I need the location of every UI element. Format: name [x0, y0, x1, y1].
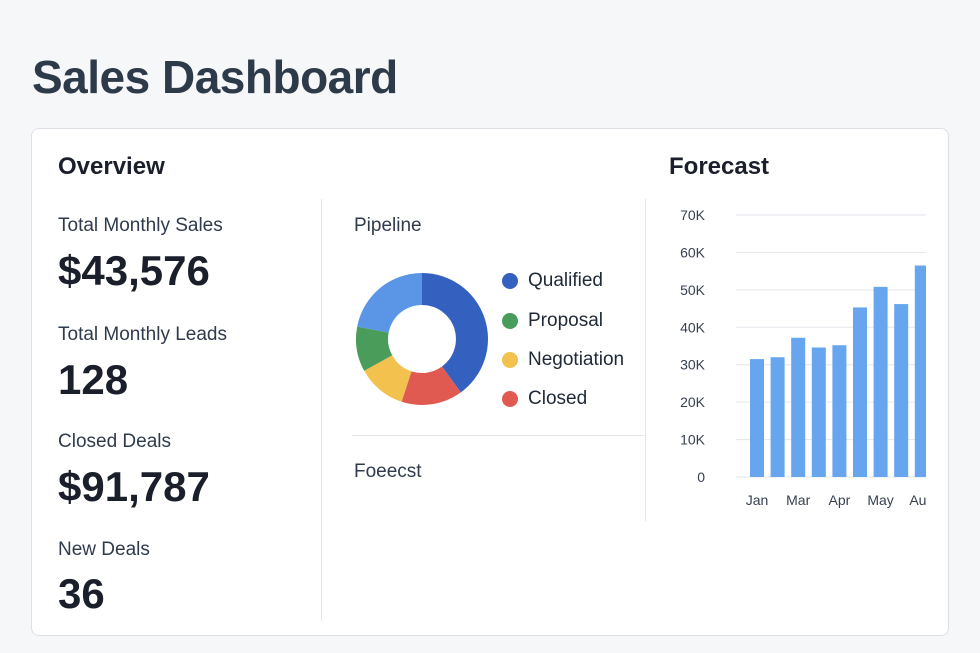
forecast-bar	[750, 359, 764, 477]
metric-label-total-sales: Total Monthly Sales	[58, 215, 223, 236]
metric-label-new-deals: New Deals	[58, 539, 150, 560]
legend-item-proposal: Proposal	[502, 310, 603, 332]
y-tick-label: 10K	[680, 432, 706, 448]
x-tick-label: May	[867, 492, 893, 508]
legend-item-negotiation: Negotiation	[502, 349, 624, 371]
forecast-bar	[811, 347, 826, 477]
overview-title: Overview	[58, 153, 165, 180]
y-tick-label: 70K	[680, 207, 706, 223]
x-tick-label: Aug	[909, 492, 926, 508]
metric-label-closed-deals: Closed Deals	[58, 431, 171, 452]
metric-label-total-leads: Total Monthly Leads	[58, 324, 227, 345]
forecast-bar	[770, 357, 785, 477]
y-tick-label: 40K	[680, 319, 706, 335]
x-tick-label: Mar	[786, 492, 810, 508]
forecast-bar	[873, 286, 888, 477]
donut-slice-other	[357, 273, 422, 333]
metric-value-total-sales: $43,576	[58, 247, 210, 294]
pipeline-title: Pipeline	[354, 215, 422, 236]
x-tick-label: Jan	[746, 492, 769, 508]
divider-forecast	[645, 199, 646, 521]
forecast-bar	[832, 345, 847, 477]
page-title: Sales Dashboard	[32, 51, 398, 103]
donut-slice-closed	[401, 366, 461, 405]
legend-label-negotiation: Negotiation	[528, 349, 625, 370]
y-tick-label: 0	[697, 469, 705, 485]
secondary-forecast-title: Foeecst	[354, 461, 422, 482]
dashboard-card: Overview Total Monthly Sales $43,576 Tot…	[31, 128, 949, 636]
legend-label-qualified: Qualified	[528, 270, 603, 291]
legend-dot-negotiation	[502, 352, 518, 368]
forecast-bar	[791, 337, 806, 477]
x-tick-label: Apr	[829, 492, 851, 508]
donut-slice-proposal	[356, 326, 393, 371]
legend-dot-qualified	[502, 273, 518, 289]
metric-value-closed-deals: $91,787	[58, 463, 210, 510]
forecast-bar	[853, 307, 867, 477]
y-tick-label: 60K	[680, 244, 706, 260]
legend-label-closed: Closed	[528, 388, 588, 409]
pipeline-donut-chart	[356, 273, 488, 405]
y-tick-label: 20K	[680, 394, 706, 410]
legend-item-closed: Closed	[502, 388, 587, 410]
forecast-bar	[894, 304, 909, 477]
legend-dot-proposal	[502, 313, 518, 329]
legend-item-qualified: Qualified	[502, 270, 603, 292]
divider-overview	[321, 199, 322, 621]
metric-value-total-leads: 128	[58, 356, 129, 403]
divider-pipeline	[352, 435, 644, 436]
y-tick-label: 50K	[680, 282, 706, 298]
legend-dot-closed	[502, 391, 518, 407]
y-tick-label: 30K	[680, 357, 706, 373]
forecast-title: Forecast	[669, 153, 770, 180]
legend-label-proposal: Proposal	[528, 310, 603, 331]
donut-slice-qualified	[422, 273, 488, 393]
forecast-bar	[914, 265, 926, 477]
donut-slice-negotiation	[364, 355, 412, 402]
metric-value-new-deals: 36	[58, 570, 105, 617]
forecast-bar-chart: 010K20K30K40K50K60K70KJanMarAprMayAugDe	[680, 207, 926, 508]
